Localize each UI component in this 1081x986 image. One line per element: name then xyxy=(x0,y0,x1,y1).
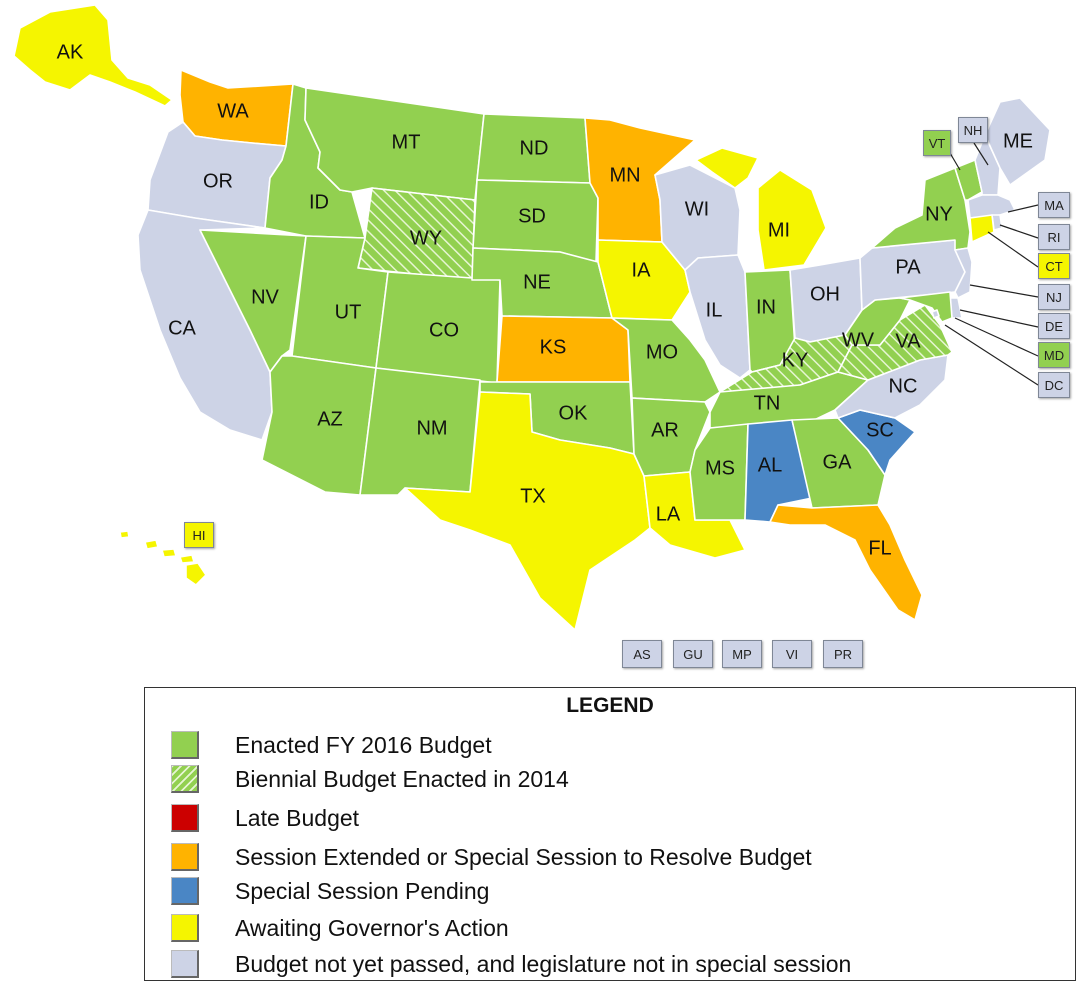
legend-label: Special Session Pending xyxy=(235,877,490,904)
legend-label: Session Extended or Special Session to R… xyxy=(235,843,812,870)
territory-as[interactable]: AS xyxy=(622,640,662,668)
state-label-dc[interactable]: DC xyxy=(1038,372,1070,398)
state-az[interactable] xyxy=(261,355,377,496)
legend-label: Budget not yet passed, and legislature n… xyxy=(235,950,852,977)
state-label-ct[interactable]: CT xyxy=(1038,253,1070,279)
state-nm[interactable] xyxy=(359,367,481,496)
legend-title: LEGEND xyxy=(566,694,654,717)
state-nd[interactable] xyxy=(476,113,591,184)
us-map-svg: AK WA OR CA NV ID MT WY UT CO AZ NM ND S… xyxy=(13,4,1051,631)
legend-item-not-passed: Budget not yet passed, and legislature n… xyxy=(171,949,851,979)
state-label-ma[interactable]: MA xyxy=(1038,192,1070,218)
state-me[interactable] xyxy=(984,97,1051,186)
legend-swatch-awaiting xyxy=(171,914,199,942)
territory-pr[interactable]: PR xyxy=(823,640,863,668)
state-ct[interactable] xyxy=(969,214,995,243)
legend: LEGEND Enacted FY 2016 Budget Biennial B… xyxy=(144,687,1076,981)
state-wy[interactable] xyxy=(357,187,476,281)
state-ny[interactable] xyxy=(871,167,971,251)
legend-swatch-pending xyxy=(171,877,199,905)
state-ks[interactable] xyxy=(496,315,631,383)
callout-lines xyxy=(944,142,1039,386)
state-tx[interactable] xyxy=(404,391,651,631)
us-map: AK WA OR CA NV ID MT WY UT CO AZ NM ND S… xyxy=(13,4,1070,668)
state-label-hi[interactable]: HI xyxy=(184,522,214,548)
legend-label: Late Budget xyxy=(235,804,360,831)
state-vt[interactable] xyxy=(954,159,983,201)
state-ca[interactable] xyxy=(137,209,273,441)
state-il[interactable] xyxy=(684,254,751,379)
state-label-md[interactable]: MD xyxy=(1038,342,1070,368)
state-label-de[interactable]: DE xyxy=(1038,313,1070,339)
legend-swatch-biennial xyxy=(171,765,199,793)
territory-gu[interactable]: GU xyxy=(673,640,713,668)
legend-item-biennial: Biennial Budget Enacted in 2014 xyxy=(171,764,569,794)
state-label-nh[interactable]: NH xyxy=(958,117,988,143)
legend-item-extended: Session Extended or Special Session to R… xyxy=(171,842,812,872)
state-dc[interactable] xyxy=(931,309,940,319)
legend-swatch-extended xyxy=(171,843,199,871)
legend-item-awaiting: Awaiting Governor's Action xyxy=(171,913,509,943)
legend-label: Awaiting Governor's Action xyxy=(235,914,509,941)
legend-swatch-not-passed xyxy=(171,950,199,978)
state-mi[interactable] xyxy=(695,147,827,271)
legend-item-pending: Special Session Pending xyxy=(171,876,489,906)
territory-mp[interactable]: MP xyxy=(722,640,762,668)
state-label-nj[interactable]: NJ xyxy=(1038,284,1070,310)
legend-swatch-late xyxy=(171,804,199,832)
legend-swatch-enacted xyxy=(171,731,199,759)
legend-label: Biennial Budget Enacted in 2014 xyxy=(235,765,569,792)
territory-vi[interactable]: VI xyxy=(772,640,812,668)
state-co[interactable] xyxy=(375,271,501,384)
state-label-vt[interactable]: VT xyxy=(923,130,951,156)
state-nj[interactable] xyxy=(954,247,973,299)
state-fl[interactable] xyxy=(769,504,923,621)
state-wa[interactable] xyxy=(179,69,294,147)
state-hi[interactable] xyxy=(119,530,207,586)
legend-item-enacted: Enacted FY 2016 Budget xyxy=(171,730,492,760)
legend-label: Enacted FY 2016 Budget xyxy=(235,731,492,758)
state-ak[interactable] xyxy=(13,4,173,107)
state-label-ri[interactable]: RI xyxy=(1038,224,1070,250)
legend-item-late: Late Budget xyxy=(171,803,359,833)
